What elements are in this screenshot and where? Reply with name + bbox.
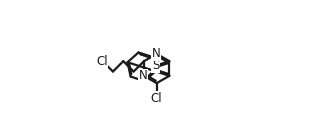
Text: Cl: Cl <box>151 92 163 105</box>
Text: S: S <box>152 59 159 72</box>
Text: N: N <box>139 69 148 82</box>
Text: Cl: Cl <box>96 55 108 68</box>
Text: N: N <box>152 47 161 60</box>
